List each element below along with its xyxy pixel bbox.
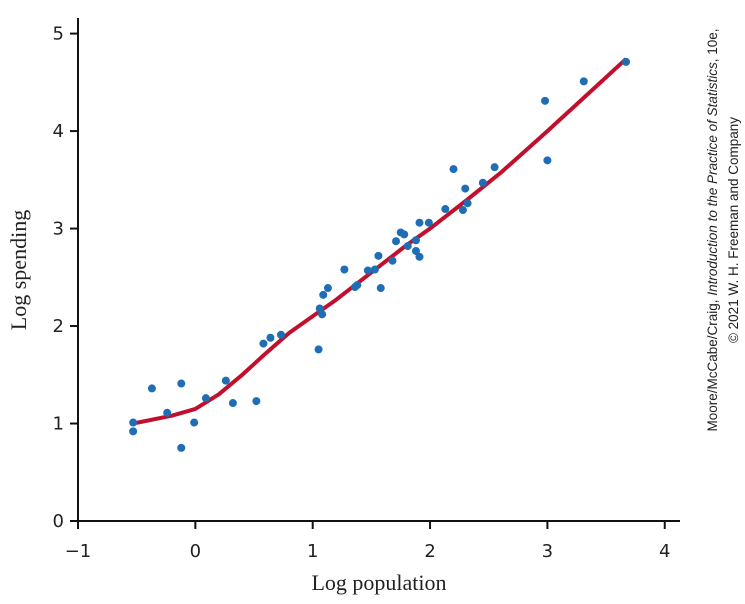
data-point [228,399,237,408]
y-tick-label: 4 [53,121,64,142]
data-point [458,206,467,215]
y-tick-label: 5 [53,24,64,45]
data-point [129,427,138,436]
data-point [323,284,332,293]
data-point [449,165,458,174]
y-tick-label: 0 [53,511,64,532]
data-point [190,418,199,427]
x-tick-label: −1 [65,541,92,562]
data-point [441,205,450,214]
y-axis-label: Log spending [6,210,31,330]
data-point [259,339,268,348]
credit-text: © 2021 W. H. Freeman and Company [726,117,741,343]
data-point [370,265,379,274]
data-point [541,96,550,105]
data-point [415,218,424,227]
data-point [411,236,420,245]
data-point [478,178,487,187]
data-point [388,256,397,265]
x-axis-label: Log population [311,570,446,595]
fit-curve [132,57,628,426]
data-point [163,408,172,417]
data-point [314,345,323,354]
data-point [201,394,210,403]
data-point [266,333,275,342]
x-tick-label: 3 [542,541,553,562]
data-point [318,310,327,319]
data-point [221,376,230,385]
data-point [177,443,186,452]
credit-text: Moore/McCabe/Craig, [705,296,720,432]
credit-line: Moore/McCabe/Craig, Introduction to the … [705,29,720,432]
data-point [277,330,286,339]
data-point [129,418,138,427]
data-point [543,156,552,165]
data-point [490,163,499,172]
credit-text: Introduction to the Practice of Statisti… [705,62,720,296]
data-point [400,230,409,239]
x-tick-label: 4 [659,541,670,562]
y-tick-label: 1 [53,414,64,435]
data-point [411,246,420,255]
y-tick-label: 3 [53,219,64,240]
data-point [424,218,433,227]
y-tick-label: 2 [53,316,64,337]
data-point [415,252,424,261]
x-tick-label: 0 [190,541,201,562]
data-point [579,77,588,86]
data-point [340,265,349,274]
data-point [319,290,328,299]
data-point [403,242,412,251]
data-point [392,237,401,246]
data-point [374,251,383,260]
x-tick-label: 1 [307,541,318,562]
data-point [461,184,470,193]
data-point [177,379,186,388]
x-tick-label: 2 [424,541,435,562]
data-point [376,284,385,293]
data-point [463,199,472,208]
credit-text: , 10e, [705,29,720,63]
data-point [622,57,631,66]
data-point [353,281,362,290]
data-point [252,397,261,406]
data-point [147,384,156,393]
data-point [363,266,372,275]
